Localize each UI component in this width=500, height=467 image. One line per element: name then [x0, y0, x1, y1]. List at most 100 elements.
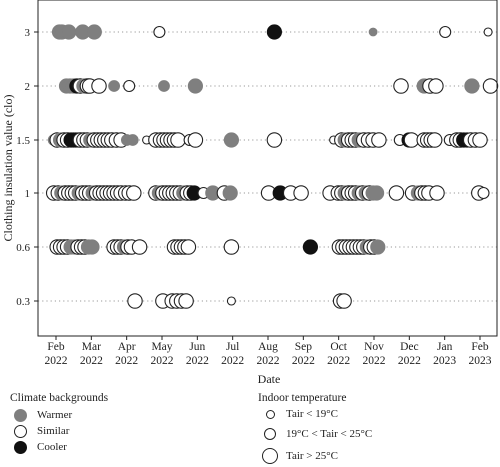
legend-label-small: Tair < 19°C — [286, 408, 338, 420]
data-point — [472, 132, 488, 148]
x-tick-month: Oct — [330, 341, 347, 353]
x-tick-year: 2022 — [45, 355, 68, 367]
data-point — [464, 78, 480, 94]
y-axis-label: Clothing insulation value (clo) — [1, 95, 15, 242]
data-point — [187, 132, 204, 148]
data-point — [266, 24, 282, 40]
x-tick-year: 2022 — [151, 355, 174, 367]
x-tick-month: Jan — [437, 341, 453, 353]
x-tick-month: Jun — [189, 341, 205, 353]
x-tick-year: 2022 — [398, 355, 421, 367]
small-circle-icon — [265, 410, 275, 419]
data-point — [126, 185, 142, 201]
data-point — [91, 78, 107, 94]
x-tick-year: 2022 — [80, 355, 103, 367]
data-point — [222, 185, 238, 201]
y-tick-label: 0.6 — [16, 242, 30, 254]
data-point — [123, 79, 136, 93]
legend-item-similar: Similar — [14, 425, 69, 438]
x-axis-label: Date — [258, 372, 281, 386]
x-axis-ticks: Feb 2022 Mar 2022 Apr 2022 May 2022 Jun 2022 Jul 20… — [45, 336, 492, 367]
legend-item-warmer: Warmer — [14, 409, 72, 422]
x-tick-year: 2022 — [115, 355, 138, 367]
x-tick-month: Apr — [118, 341, 136, 353]
data-point — [302, 239, 318, 255]
x-tick-month: Feb — [471, 341, 489, 353]
data-point — [371, 132, 387, 148]
data-point — [61, 24, 77, 40]
x-tick-month: Feb — [47, 341, 65, 353]
x-tick-month: Aug — [258, 341, 278, 353]
data-point — [336, 293, 352, 309]
x-tick-month: Nov — [364, 341, 384, 353]
x-tick-year: 2022 — [221, 355, 244, 367]
legend-item-medium: 19°C < Tair < 25°C — [262, 428, 372, 440]
data-point — [170, 132, 186, 148]
data-point — [158, 80, 170, 92]
data-point — [84, 239, 100, 255]
legend-label-similar: Similar — [37, 425, 70, 437]
data-point — [388, 185, 405, 201]
gridlines — [38, 31, 497, 302]
x-tick-year: 2023 — [433, 355, 456, 367]
legend-label-medium: 19°C < Tair < 25°C — [286, 427, 373, 440]
data-points — [45, 24, 499, 309]
x-tick-month: Mar — [82, 341, 101, 353]
medium-circle-icon — [264, 428, 276, 440]
data-point — [223, 239, 240, 255]
data-point — [223, 132, 239, 148]
large-circle-icon — [262, 448, 278, 464]
data-point — [86, 24, 102, 40]
data-point — [368, 185, 385, 201]
x-tick-year: 2022 — [327, 355, 350, 367]
data-point — [180, 239, 197, 255]
data-point — [393, 78, 409, 94]
data-point — [108, 80, 120, 92]
data-point — [187, 78, 203, 94]
legend-item-cooler: Cooler — [14, 441, 67, 454]
y-tick-label: 2 — [25, 81, 31, 93]
similar-swatch-icon — [14, 425, 27, 438]
cooler-swatch-icon — [14, 441, 27, 454]
data-point — [426, 132, 443, 148]
y-axis-ticks: 0.3 0.6 1 1.5 2 3 — [16, 27, 38, 308]
legend-temp-title: Indoor temperature — [258, 392, 347, 404]
warmer-swatch-icon — [14, 409, 27, 422]
legend-label-cooler: Cooler — [37, 441, 67, 453]
x-tick-year: 2022 — [292, 355, 315, 367]
data-point — [178, 293, 194, 309]
y-tick-label: 1.5 — [16, 135, 30, 147]
legend-label-warmer: Warmer — [37, 409, 73, 421]
data-point — [439, 25, 452, 39]
data-point — [370, 239, 386, 255]
x-tick-year: 2022 — [186, 355, 209, 367]
data-point — [266, 132, 283, 148]
data-point — [131, 239, 148, 255]
x-tick-month: Dec — [400, 341, 419, 353]
data-point — [293, 185, 309, 201]
x-tick-year: 2022 — [363, 355, 386, 367]
legend-item-small: Tair < 19°C — [262, 409, 338, 420]
data-point — [428, 78, 444, 94]
y-tick-label: 3 — [25, 27, 31, 39]
data-point — [483, 27, 493, 37]
y-tick-label: 1 — [25, 188, 31, 200]
x-tick-month: Sep — [295, 341, 313, 353]
data-point — [368, 27, 378, 37]
plot-frame — [37, 0, 498, 337]
x-tick-month: Jul — [226, 341, 239, 353]
legend-label-large: Tair > 25°C — [286, 449, 338, 462]
legend-item-large: Tair > 25°C — [262, 448, 338, 464]
scatter-chart: 0.3 0.6 1 1.5 2 3 Feb 2022 Mar 2022 Apr 2022 May 202… — [1, 0, 499, 386]
data-point — [429, 185, 445, 201]
data-point — [153, 25, 166, 39]
x-tick-year: 2022 — [257, 355, 280, 367]
data-point — [482, 78, 499, 94]
data-point — [477, 186, 490, 200]
x-tick-year: 2023 — [469, 355, 492, 367]
data-point — [126, 134, 139, 146]
data-point — [226, 296, 236, 306]
y-tick-label: 0.3 — [16, 296, 30, 308]
x-tick-month: May — [151, 341, 172, 353]
data-point — [127, 293, 143, 309]
